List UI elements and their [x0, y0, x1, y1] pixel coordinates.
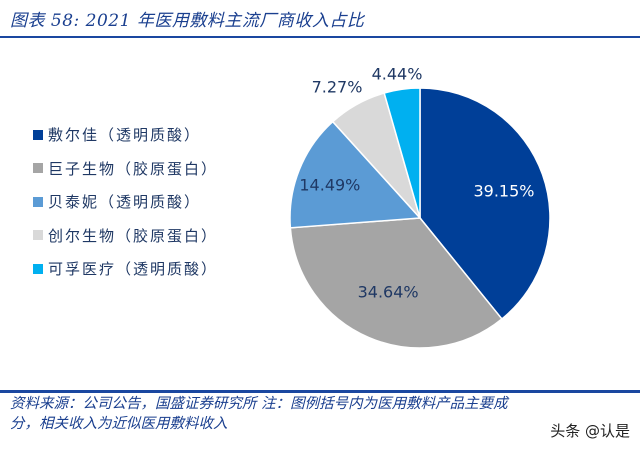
legend-label: 巨子生物（胶原蛋白）: [48, 159, 219, 178]
slice-label: 34.64%: [358, 283, 419, 302]
pie-slices: [289, 87, 551, 349]
legend-item: 巨子生物（胶原蛋白）: [33, 152, 218, 186]
legend-swatch: [33, 163, 43, 174]
pie-labels: 39.15% 34.64% 14.49% 7.27% 4.44%: [299, 65, 534, 302]
slice-label: 39.15%: [473, 182, 534, 201]
source-line-1: 资料来源：公司公告，国盛证券研究所 注：图例括号内为医用敷料产品主要成: [10, 396, 508, 412]
source-note: 资料来源：公司公告，国盛证券研究所 注：图例括号内为医用敷料产品主要成 分，相关…: [10, 394, 630, 434]
legend-item: 创尔生物（胶原蛋白）: [33, 219, 218, 253]
chart-legend: 敷尔佳（透明质酸） 巨子生物（胶原蛋白） 贝泰妮（透明质酸） 创尔生物（胶原蛋白…: [33, 118, 218, 286]
legend-item: 敷尔佳（透明质酸）: [33, 118, 218, 152]
slice-label: 7.27%: [312, 78, 363, 97]
legend-item: 可孚医疗（透明质酸）: [33, 252, 218, 286]
figure-title: 图表 58: 2021 年医用敷料主流厂商收入占比: [10, 11, 365, 31]
legend-label: 创尔生物（胶原蛋白）: [48, 226, 219, 245]
slice-label: 14.49%: [299, 176, 360, 195]
legend-label: 贝泰妮（透明质酸）: [48, 193, 202, 212]
bottom-divider: [0, 390, 640, 393]
pie-slice: [289, 217, 503, 349]
pie-slice: [419, 87, 551, 321]
legend-label: 可孚医疗（透明质酸）: [48, 260, 219, 279]
legend-swatch: [33, 263, 43, 274]
legend-swatch: [33, 129, 43, 140]
slice-label: 4.44%: [372, 65, 423, 84]
pie-slice: [383, 87, 421, 219]
legend-label: 敷尔佳（透明质酸）: [48, 126, 202, 145]
legend-swatch: [33, 230, 43, 241]
top-divider: [0, 36, 640, 38]
legend-swatch: [33, 196, 43, 207]
watermark: 头条 @认是: [550, 422, 630, 440]
pie-slice: [289, 120, 422, 229]
legend-item: 贝泰妮（透明质酸）: [33, 185, 218, 219]
source-line-2: 分，相关收入为近似医用敷料收入: [10, 416, 228, 432]
